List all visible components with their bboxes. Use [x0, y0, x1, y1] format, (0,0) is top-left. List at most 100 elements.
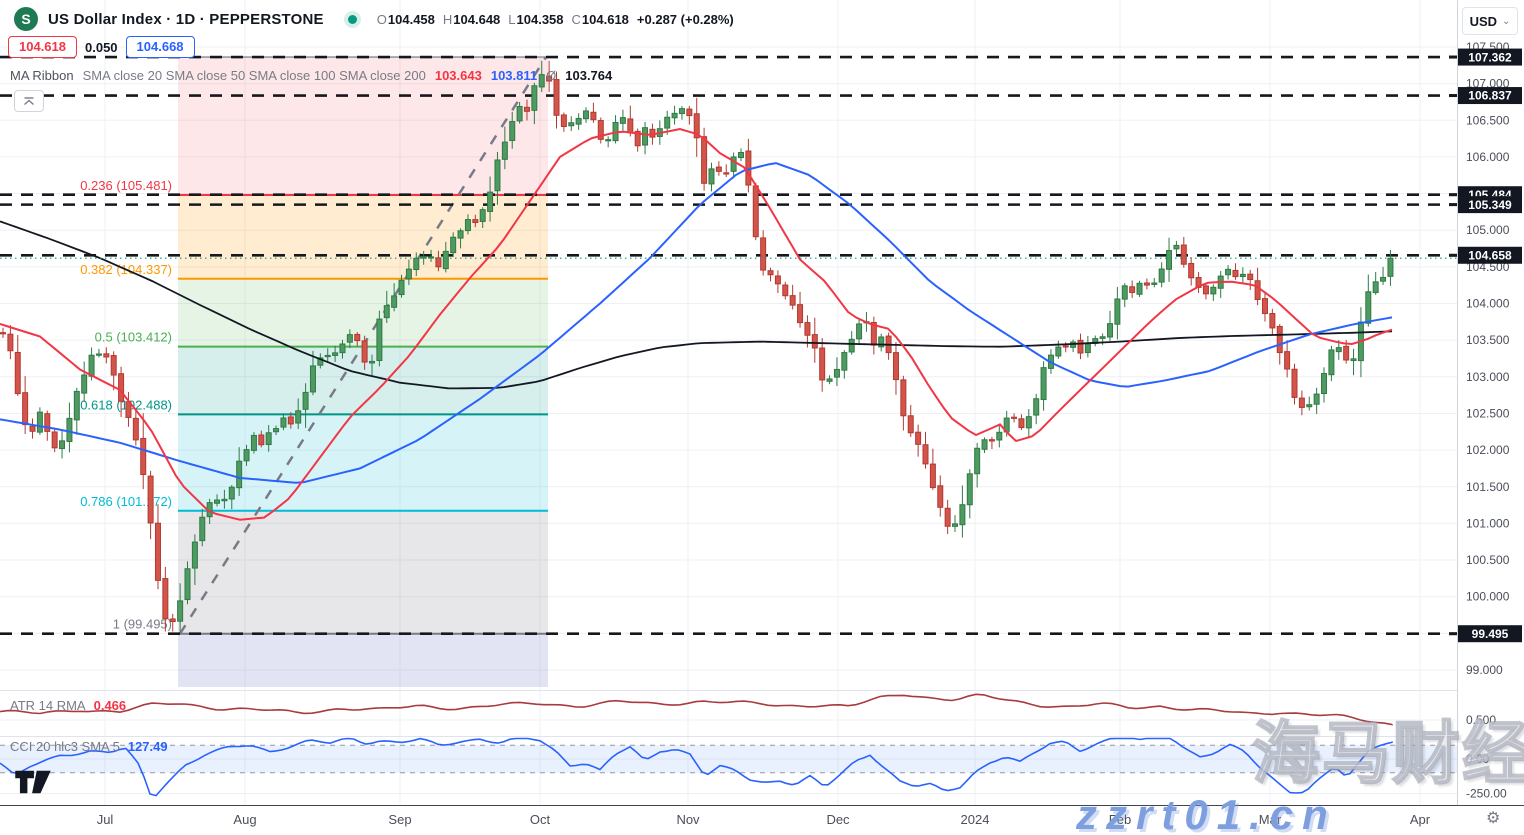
symbol-title[interactable]: US Dollar Index · 1D · PEPPERSTONE [48, 10, 324, 28]
sma-200-line [0, 220, 1393, 390]
price-badge [1458, 625, 1522, 643]
candle-body [811, 334, 818, 349]
price-axis-tick-label: 100.500 [1466, 553, 1510, 567]
candle-body [738, 151, 744, 159]
ma-ribbon-value-1: 103.643 [434, 68, 482, 83]
candle-body [1210, 286, 1217, 295]
candle-body [952, 523, 959, 527]
candle-body [228, 486, 235, 500]
price-axis-tick-label: 101.500 [1466, 480, 1510, 494]
buy-price-button[interactable]: 104.668 [125, 36, 195, 58]
candle-body [671, 112, 678, 119]
candle-body [723, 172, 730, 175]
candle-body [221, 498, 228, 502]
candle-body [1011, 416, 1018, 419]
candle-body [553, 78, 560, 116]
price-axis[interactable]: 107.500107.000106.500106.000105.500105.0… [1457, 0, 1524, 835]
candle-body [302, 391, 309, 410]
candle-body [1114, 298, 1121, 325]
candle-body [686, 108, 693, 117]
candle-body [767, 270, 774, 276]
candle-body [184, 568, 191, 601]
candle-body [376, 318, 383, 362]
ma-ribbon-value-2: 103.811 [490, 68, 538, 83]
time-axis-month-label: Feb [1109, 812, 1131, 827]
candle-body [1261, 298, 1268, 315]
candle-body [797, 304, 804, 324]
symbol-logo-icon[interactable]: S [14, 7, 38, 31]
candle-body [413, 257, 420, 271]
cci-value: 127.49 [127, 739, 168, 754]
candle-body [1232, 269, 1239, 278]
candle-body [1372, 281, 1379, 294]
candle-body [760, 237, 767, 271]
cci-title: CCI 20 hlc3 SMA 5 [10, 739, 120, 754]
candle-body [715, 166, 722, 172]
candle-body [789, 295, 796, 306]
candle-body [420, 256, 427, 259]
candle-body [974, 447, 981, 475]
candle-body [1173, 244, 1180, 250]
collapse-legend-button[interactable] [14, 90, 44, 112]
candle-body [678, 108, 685, 115]
price-axis-tick-label: 102.500 [1466, 406, 1510, 420]
axis-settings-gear-icon[interactable]: ⚙ [1486, 810, 1501, 827]
candle-body [162, 578, 169, 620]
atr-axis-label: 0.500 [1466, 713, 1496, 727]
fib-retracement-layer[interactable]: 0.236 (105.481)0.382 (104.337)0.5 (103.4… [80, 56, 548, 687]
candle-body [487, 191, 494, 212]
candle-body [1143, 282, 1150, 286]
candle-body [826, 378, 833, 382]
candle-body [782, 284, 789, 297]
currency-dropdown[interactable]: USD ⌄ [1462, 7, 1518, 35]
candle-body [140, 437, 147, 475]
candle-body [435, 257, 442, 268]
candle-body [583, 110, 590, 120]
candle-body [280, 417, 287, 428]
horizontal-lines-layer[interactable] [0, 55, 1457, 636]
candle-body [405, 268, 412, 280]
atr-pane-layer[interactable] [0, 693, 1393, 726]
candle-body [29, 425, 36, 432]
candles-layer[interactable] [0, 60, 1394, 632]
ma-ribbon-legend[interactable]: MA Ribbon SMA close 20 SMA close 50 SMA … [10, 68, 612, 83]
cci-pane-layer[interactable] [0, 737, 1457, 797]
candle-body [1025, 416, 1032, 429]
candle-body [523, 106, 530, 112]
cci-indicator-legend[interactable]: CCI 20 hlc3 SMA 5 127.49 [10, 739, 168, 754]
close-value: C104.618 [571, 11, 629, 27]
candle-body [597, 120, 604, 140]
ma-ribbon-average-symbol: Ø [546, 68, 557, 83]
cci-line [0, 737, 1393, 797]
currency-label: USD [1469, 13, 1498, 29]
candle-body [1099, 336, 1106, 339]
candle-body [51, 431, 58, 449]
candle-body [1387, 257, 1394, 277]
candle-body [1239, 273, 1246, 277]
candle-body [36, 411, 43, 433]
time-axis[interactable]: Jul Aug Sep Oct Nov Dec 2024 Feb Mar Apr [0, 805, 1524, 835]
candle-body [1335, 347, 1342, 353]
candle-body [752, 185, 759, 238]
candle-body [509, 121, 516, 142]
candle-body [560, 114, 567, 128]
candle-body [369, 360, 375, 364]
candle-body [1151, 282, 1158, 285]
candle-body [1166, 250, 1173, 270]
price-axis-background [1457, 0, 1524, 835]
sell-price-button[interactable]: 104.618 [8, 36, 77, 58]
price-axis-tick-label: 103.500 [1466, 333, 1510, 347]
price-badge-label: 107.362 [1468, 50, 1512, 64]
tradingview-logo-icon[interactable] [14, 768, 52, 801]
price-badge [1458, 87, 1522, 105]
atr-indicator-legend[interactable]: ATR 14 RMA 0.466 [10, 698, 126, 713]
time-axis-background [0, 806, 1524, 835]
candle-body [154, 522, 161, 581]
candle-body [214, 499, 221, 504]
price-badge-label: 106.837 [1468, 89, 1512, 103]
candle-body [1202, 285, 1209, 295]
change-value: +0.287 (+0.28%) [636, 11, 734, 27]
open-value: O104.458 [376, 11, 435, 27]
candle-body [250, 434, 257, 451]
